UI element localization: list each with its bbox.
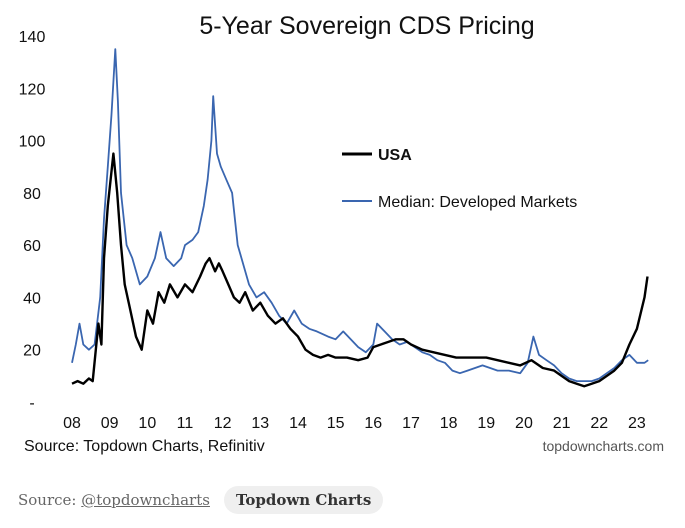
legend-usa-label: USA (378, 147, 412, 164)
y-axis: - 20 40 60 80 100 120 140 (19, 29, 46, 412)
cds-line-chart: 5-Year Sovereign CDS Pricing - 20 40 60 80 10… (19, 12, 664, 455)
x-tick-label: 16 (364, 415, 382, 432)
x-tick-label: 12 (214, 415, 232, 432)
x-tick-label: 14 (289, 415, 307, 432)
y-tick-label: 120 (19, 81, 46, 98)
series-developed-markets-line (71, 48, 649, 382)
x-tick-label: 08 (63, 415, 81, 432)
footer: Source: @topdowncharts Topdown Charts (14, 484, 384, 516)
chart-brand-label: topdowncharts.com (543, 438, 664, 454)
x-tick-label: 15 (327, 415, 345, 432)
y-tick-label: - (29, 395, 34, 412)
x-tick-label: 18 (440, 415, 458, 432)
y-tick-label: 80 (23, 186, 41, 203)
legend: USA Median: Developed Markets (342, 147, 577, 211)
series-usa-line (71, 152, 649, 388)
footer-source-prefix: Source: (18, 491, 82, 509)
x-tick-label: 22 (590, 415, 608, 432)
x-tick-label: 17 (402, 415, 420, 432)
x-tick-label: 20 (515, 415, 533, 432)
x-tick-label: 23 (628, 415, 646, 432)
x-tick-label: 19 (477, 415, 495, 432)
y-tick-label: 100 (19, 134, 46, 151)
y-tick-label: 140 (19, 29, 46, 46)
x-tick-label: 10 (138, 415, 156, 432)
y-tick-label: 20 (23, 343, 41, 360)
series-layer (71, 48, 649, 388)
x-tick-label: 13 (251, 415, 269, 432)
x-tick-label: 11 (177, 415, 194, 432)
x-axis: 08 09 10 11 12 13 14 15 16 17 18 19 20 21 22 23 (63, 415, 646, 432)
y-tick-label: 60 (23, 238, 41, 255)
legend-dm-label: Median: Developed Markets (378, 194, 577, 211)
footer-source: Source: @topdowncharts (14, 491, 214, 509)
y-tick-label: 40 (23, 290, 41, 307)
chart-source-label: Source: Topdown Charts, Refinitiv (24, 438, 265, 455)
footer-source-handle-link[interactable]: @topdowncharts (81, 491, 210, 509)
x-tick-label: 21 (553, 415, 571, 432)
chart-title: 5-Year Sovereign CDS Pricing (199, 12, 534, 40)
x-tick-label: 09 (101, 415, 119, 432)
footer-brand-badge[interactable]: Topdown Charts (223, 486, 384, 514)
